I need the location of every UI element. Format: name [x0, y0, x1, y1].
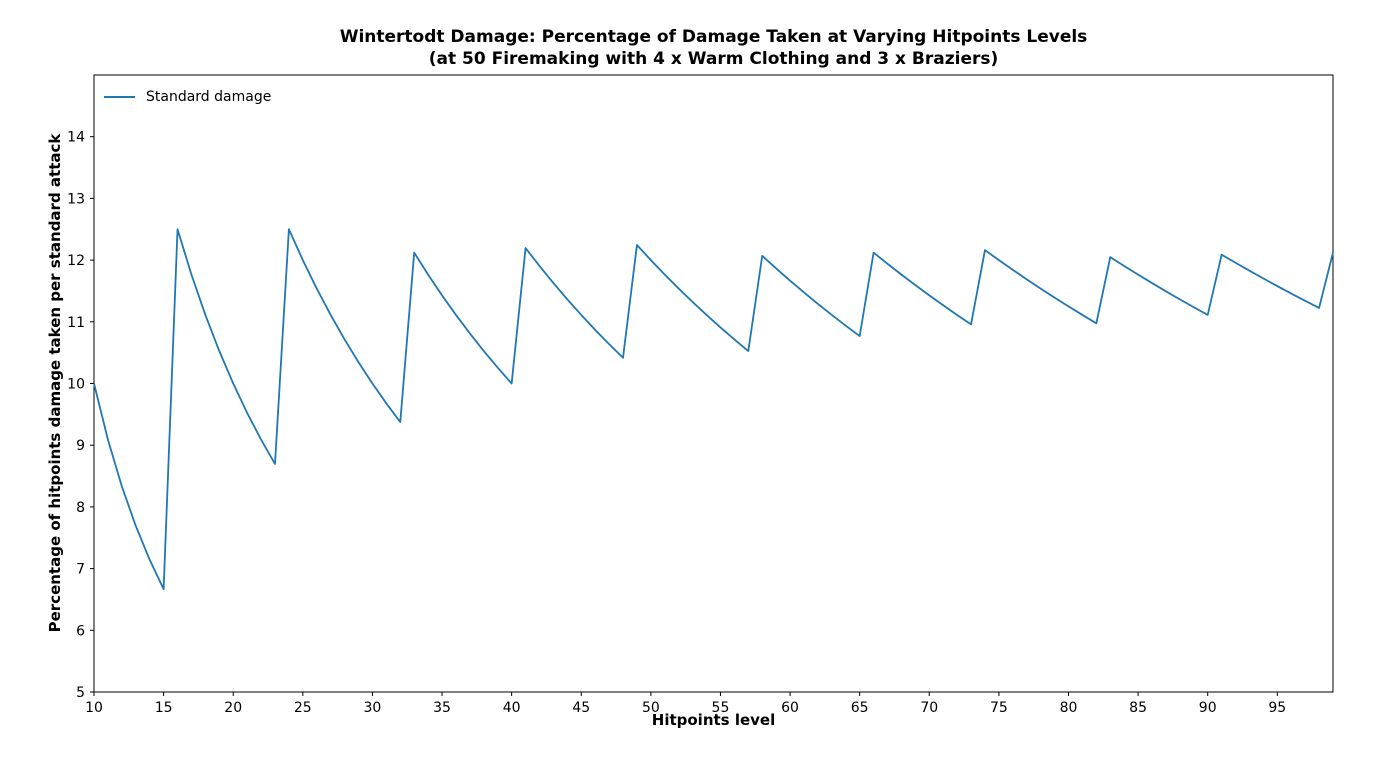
x-tick-label: 45 [572, 700, 590, 716]
y-tick-label: 10 [67, 377, 85, 393]
x-tick-label: 80 [1060, 700, 1078, 716]
y-tick-label: 8 [76, 500, 85, 516]
chart-title-line1: Wintertodt Damage: Percentage of Damage … [339, 27, 1088, 47]
x-tick-label: 30 [364, 700, 382, 716]
y-tick-label: 6 [76, 623, 85, 639]
x-tick-label: 90 [1199, 700, 1217, 716]
data-line [93, 228, 1334, 591]
y-tick-label: 11 [67, 315, 85, 331]
x-tick-label: 50 [642, 700, 660, 716]
legend-label: Standard damage [146, 89, 272, 105]
y-tick-label: 7 [76, 562, 85, 578]
x-tick-label: 65 [851, 700, 869, 716]
y-tick-label: 14 [67, 130, 85, 146]
chart-title: Wintertodt Damage: Percentage of Damage … [94, 26, 1333, 70]
legend-line-swatch [104, 96, 135, 98]
x-tick-label: 60 [781, 700, 799, 716]
y-tick-label: 9 [76, 438, 85, 454]
y-tick-label: 12 [67, 253, 85, 269]
x-tick-label: 70 [920, 700, 938, 716]
y-tick-label: 13 [67, 191, 85, 207]
x-tick-label: 95 [1268, 700, 1286, 716]
x-tick-label: 85 [1129, 700, 1147, 716]
x-tick-label: 20 [224, 700, 242, 716]
x-tick-label: 55 [712, 700, 730, 716]
x-tick-label: 25 [294, 700, 312, 716]
y-axis-label: Percentage of hitpoints damage taken per… [46, 133, 64, 633]
y-tick-label: 5 [76, 685, 85, 701]
x-tick-label: 35 [433, 700, 451, 716]
x-axis-label: Hitpoints level [651, 711, 776, 729]
chart-title-line2: (at 50 Firemaking with 4 x Warm Clothing… [428, 49, 999, 69]
x-tick-label: 40 [503, 700, 521, 716]
legend: Standard damage [104, 88, 271, 106]
x-tick-label: 15 [155, 700, 173, 716]
x-tick-label: 10 [85, 700, 103, 716]
x-tick-label: 75 [990, 700, 1008, 716]
